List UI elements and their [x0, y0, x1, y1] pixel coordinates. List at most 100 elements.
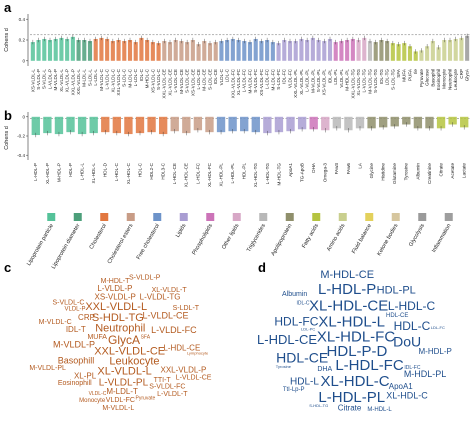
a-bar [145, 40, 150, 61]
chart-b: Cohens d 0 -0.2 -0.4 L-HDL-P XL-HDL-P M-HDL-… [4, 112, 470, 187]
b-x-tick-label: Creatinine [427, 163, 432, 184]
a-bar [65, 38, 70, 61]
a-bar [459, 37, 464, 61]
a-x-tick-label: XL-VLDL-PL [299, 69, 304, 95]
a-bar [299, 38, 304, 61]
word-cloud-term: Eosinophill [58, 380, 92, 387]
panel-d-letter: d [258, 260, 266, 275]
a-bar [322, 41, 327, 61]
legend-label: Cholesterol esters [107, 223, 135, 265]
a-bar [413, 51, 418, 61]
a-bar [419, 50, 424, 61]
b-bar [460, 116, 469, 128]
a-x-tick-label: L-LDL-CE [196, 69, 201, 89]
chart-b-ylabel: Cohens d [4, 126, 10, 150]
b-x-tick-label: L-HDL-C [114, 162, 119, 181]
a-x-tick-label: XS-VLDL-CE [190, 69, 195, 96]
a-x-tick-label: Ile [413, 69, 418, 74]
b-bar [332, 116, 342, 129]
a-x-tick-label: Leukocyte [453, 69, 458, 90]
a-x-tick-label: L-VLDL-PL [305, 69, 310, 92]
legend-label: Other lipids [221, 223, 240, 251]
legend-label: Fatty acids [301, 223, 320, 250]
a-bar [87, 41, 93, 61]
b-x-tick-label: Citrate [438, 163, 443, 177]
a-x-tick-label: PUFA [407, 68, 412, 81]
word-cloud-term: S-VLDL-C [52, 299, 84, 306]
a-bar [350, 38, 355, 61]
b-x-tick-label: Albumin [415, 163, 420, 180]
b-x-tick-label: Glycine [369, 163, 374, 179]
a-x-tick-label: S-LDL-L [87, 69, 92, 87]
word-cloud-term: L-HDL-P [318, 281, 376, 298]
a-bar [447, 40, 453, 61]
a-x-tick-label: S-VLDL-FC [253, 68, 258, 92]
a-bar [207, 43, 213, 61]
a-bar [453, 38, 458, 61]
b-y-tick-label: -0.4 [17, 153, 25, 158]
word-cloud-term: IDL-C [296, 301, 309, 307]
legend-swatch [259, 213, 268, 221]
b-x-tick-label: Acetate [450, 163, 455, 179]
a-bar [259, 41, 264, 61]
b-x-tick-label: M-HDL-P [56, 163, 61, 182]
b-bar [425, 116, 434, 129]
b-x-tick-label: Omega-3 [323, 163, 328, 183]
chart-a-x-tick-labels: XS-VLDL-L S-VLDL-P S-VLDL-L L-VLDL-P M-VLDL-… [30, 68, 469, 99]
a-bar [162, 41, 167, 61]
a-bar [316, 40, 321, 61]
legend-label: Amino acids [326, 223, 347, 253]
word-cloud-term: L-HDL-PL [318, 389, 385, 406]
a-bar [287, 41, 293, 61]
b-bar [263, 116, 272, 134]
b-y-tick-label: 0 [22, 114, 25, 119]
a-bar [190, 40, 195, 61]
b-bar [286, 116, 295, 132]
word-cloud-term: S-VLDL-FC [149, 384, 185, 391]
legend-swatch [153, 213, 162, 221]
b-bar [413, 116, 423, 129]
a-bar [236, 40, 241, 61]
a-x-tick-label: XXL-VLDL-C [116, 68, 121, 95]
a-x-tick-label: IDL-TG [379, 69, 384, 84]
a-bar [247, 42, 253, 61]
word-cloud-term: Tyrosine [276, 364, 292, 369]
word-cloud-term: L-HDL-C [388, 299, 436, 313]
word-cloud-term: SFA [141, 335, 151, 341]
b-bar [112, 116, 122, 134]
legend-label: Glycolysis [408, 223, 426, 248]
word-cloud-term: TtI-Lp-P [283, 387, 305, 393]
a-x-tick-label: S-VLDL-C [156, 68, 161, 90]
b-x-tick-label: L-HDL-TG [265, 163, 270, 185]
b-x-tick-label: ApoA1 [288, 163, 293, 177]
b-x-tick-label: L-HDL-P [33, 163, 38, 181]
a-bar [407, 46, 413, 61]
a-x-tick-label: L-LDL-C [133, 68, 138, 86]
b-x-tick-label: FAw3 [334, 163, 339, 175]
a-x-tick-label: S-VLDL-CE [185, 69, 190, 93]
b-x-tick-label: XL-HDL-FC [207, 162, 212, 187]
word-cloud-term: M-VLDL-PL [29, 365, 66, 372]
word-cloud-term: L-HDL-CE [163, 343, 200, 352]
a-x-tick-label: L-VLDL-CE [173, 69, 178, 93]
word-cloud-term: HDL-PL [377, 284, 416, 296]
a-x-tick-label: XS-VLDL-L [30, 69, 35, 93]
a-x-tick-label: M-VLDL-PL [310, 69, 315, 93]
a-bar [42, 38, 47, 61]
a-x-tick-label: M-VLDL-FC [247, 68, 252, 93]
b-x-tick-label: XL-HDL-CE [184, 163, 189, 187]
word-cloud-term: GlycA [108, 333, 140, 347]
a-bar [379, 40, 384, 61]
a-x-tick-label: M-HDL-C [145, 68, 150, 88]
a-x-tick-label: XL-VLDL-P [65, 69, 70, 92]
a-bar [82, 40, 87, 61]
word-cloud-term: DoU [393, 333, 421, 349]
b-bar [251, 116, 260, 133]
word-cloud-term: L-VLDL-PL [99, 378, 149, 389]
b-bar [124, 116, 133, 135]
word-cloud-term: LDL-PC [301, 327, 315, 332]
b-bar [147, 116, 156, 133]
word-cloud-term: M-HDL-CE [320, 269, 374, 281]
b-x-tick-label: XL-HDL-PL [218, 163, 223, 187]
